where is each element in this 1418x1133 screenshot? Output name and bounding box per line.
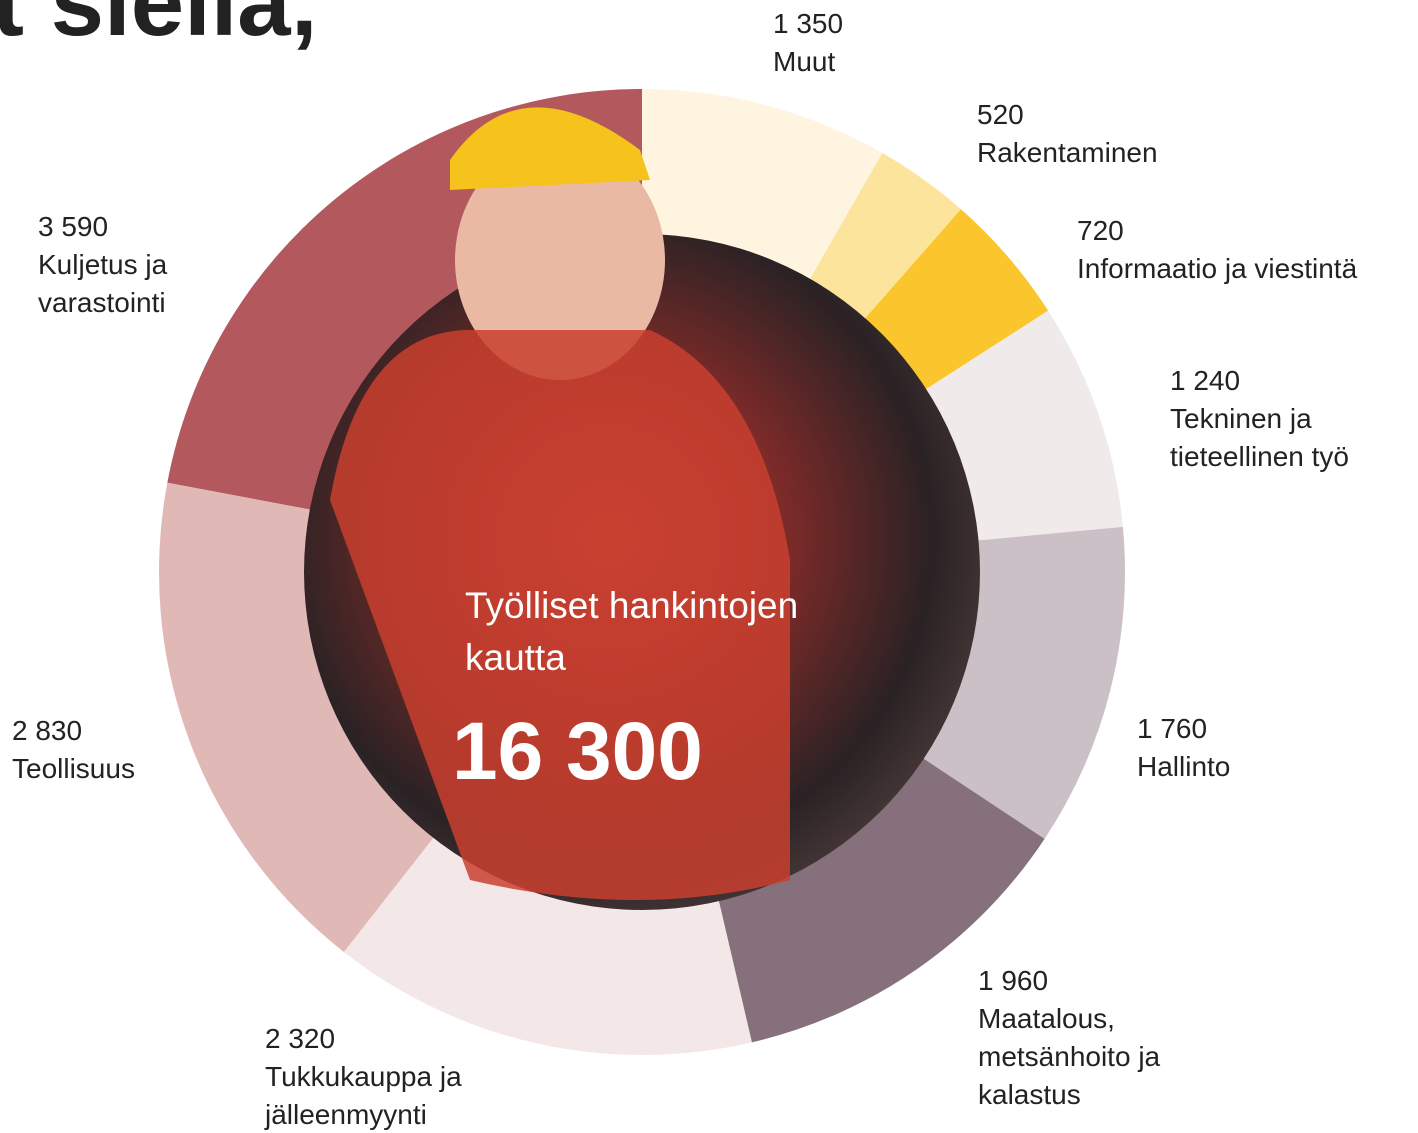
category-label: Teollisuus <box>12 750 192 788</box>
category-label: Rakentaminen <box>977 134 1237 172</box>
category-label: Hallinto <box>1137 748 1337 786</box>
value-label: 1 240 <box>1170 362 1400 400</box>
total: 16 300 <box>452 705 703 799</box>
category-label: Tekninen ja tieteellinen työ <box>1170 400 1400 476</box>
value-label: 2 830 <box>12 712 192 750</box>
category-label: Muut <box>773 43 973 81</box>
title: t siellä, <box>0 0 318 58</box>
center-text: Työlliset hankintojen kautta <box>465 580 865 684</box>
value-label: 1 960 <box>978 962 1208 1000</box>
value-label: 720 <box>1077 212 1417 250</box>
category-label: Maatalous, metsänhoito ja kalastus <box>978 1000 1208 1114</box>
value-label: 3 590 <box>38 208 218 246</box>
category-label: Tukkukauppa ja jälleenmyynti <box>265 1058 525 1133</box>
value-label: 1 350 <box>773 5 973 43</box>
category-label: Informaatio ja viestintä <box>1077 250 1417 288</box>
value-label: 520 <box>977 96 1237 134</box>
category-label: Kuljetus ja varastointi <box>38 246 218 322</box>
value-label: 1 760 <box>1137 710 1337 748</box>
value-label: 2 320 <box>265 1020 525 1058</box>
page: t siellä, Työlliset hankintojen kautta 1… <box>0 0 1418 1133</box>
